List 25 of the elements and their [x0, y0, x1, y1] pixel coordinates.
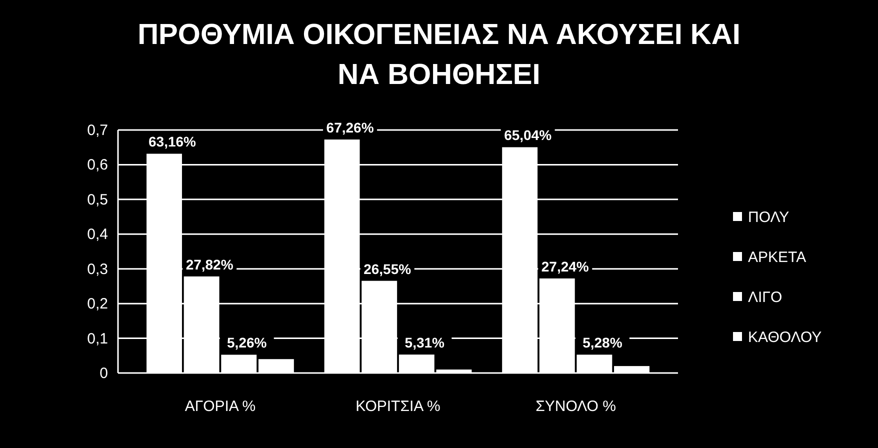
y-tick-label: 0,5	[87, 191, 108, 208]
y-tick-label: 0,4	[87, 226, 108, 244]
legend-label: ΑΡΚΕΤΑ	[748, 249, 806, 266]
data-label: 27,24%	[541, 258, 590, 274]
y-tick-label: 0,1	[87, 330, 108, 348]
y-tick-label: 0,6	[87, 156, 108, 174]
data-label: 67,26%	[326, 120, 374, 136]
y-tick-label: 0,2	[87, 296, 108, 313]
data-label: 5,26%	[227, 334, 268, 351]
y-tick-label: 0,3	[87, 260, 108, 278]
y-tick-label: 0,7	[87, 122, 108, 139]
chart-title: ΠΡΟΘΥΜΙΑ ΟΙΚΟΓΕΝΕΙΑΣ ΝΑ ΑΚΟΥΣΕΙ ΚΑΙ ΝΑ ΒΟΗΘΗΣΕΙ	[138, 19, 740, 91]
x-tick-label: ΚΟΡΙΤΣΙΑ %	[356, 398, 440, 415]
x-tick-label: ΣΥΝΟΛΟ %	[536, 398, 616, 415]
data-label: 65,04%	[504, 127, 552, 144]
data-label: 5,28%	[582, 334, 623, 351]
legend-label: ΛΙΓΟ	[748, 289, 782, 306]
y-tick-label: 0	[100, 365, 108, 382]
data-label: 63,16%	[148, 134, 197, 150]
legend-label: ΠΟΛΥ	[748, 209, 790, 226]
data-label: 5,31%	[404, 334, 446, 351]
x-tick-label: ΑΓΟΡΙΑ %	[184, 398, 256, 415]
legend-label: ΚΑΘΟΛΟΥ	[748, 329, 822, 346]
data-label: 26,55%	[364, 260, 412, 277]
data-label: 27,82%	[186, 256, 234, 272]
